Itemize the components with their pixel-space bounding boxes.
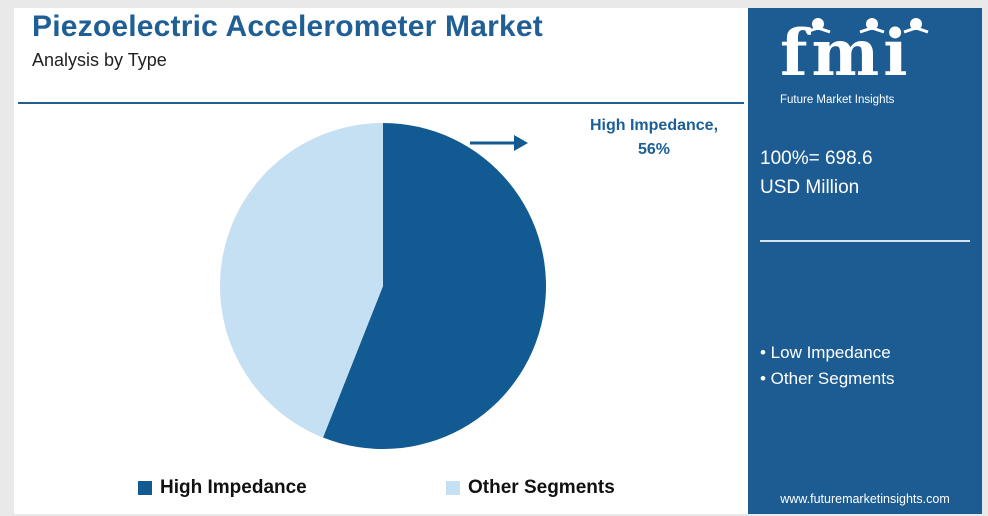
- legend-swatch-high-impedance: [138, 481, 152, 495]
- market-total-unit: USD Million: [760, 177, 860, 198]
- callout-arrow-head: [514, 135, 528, 151]
- chart-subtitle: Analysis by Type: [32, 50, 167, 70]
- pie-slice-high-impedance: [323, 123, 547, 449]
- info-panel: fmi Future Market Insights 100%= 698.6 U…: [748, 8, 982, 514]
- title-divider: [18, 102, 744, 104]
- legend-item-high-impedance: High Impedance: [138, 476, 307, 500]
- segment-item-low-impedance: • Low Impedance: [760, 343, 891, 362]
- callout-high-impedance: High Impedance, 56%: [566, 114, 742, 162]
- segment-item-other-segments: • Other Segments: [760, 369, 895, 388]
- panel-divider: [760, 240, 970, 242]
- logo-letters: fmi: [780, 16, 912, 91]
- chart-title: Piezoelectric Accelerometer Market: [32, 10, 543, 43]
- legend-swatch-other-segments: [446, 481, 460, 495]
- market-total: 100%= 698.6 USD Million: [760, 144, 873, 202]
- legend-label-other-segments: Other Segments: [468, 477, 615, 498]
- legend-item-other-segments: Other Segments: [446, 476, 615, 500]
- legend-label-high-impedance: High Impedance: [160, 477, 307, 498]
- logo-tagline: Future Market Insights: [780, 94, 895, 106]
- segment-list: • Low Impedance • Other Segments: [760, 340, 894, 392]
- pie-chart: [220, 123, 547, 449]
- callout-value: 56%: [637, 141, 671, 158]
- market-total-value: 100%= 698.6: [760, 148, 873, 169]
- callout-label: High Impedance,: [589, 117, 719, 134]
- website-url: www.futuremarketinsights.com: [780, 492, 950, 506]
- fmi-logo: fmi Future Market Insights: [776, 14, 956, 108]
- pie-slice-other-segments: [220, 123, 383, 438]
- logo-figures-icon: [805, 18, 929, 34]
